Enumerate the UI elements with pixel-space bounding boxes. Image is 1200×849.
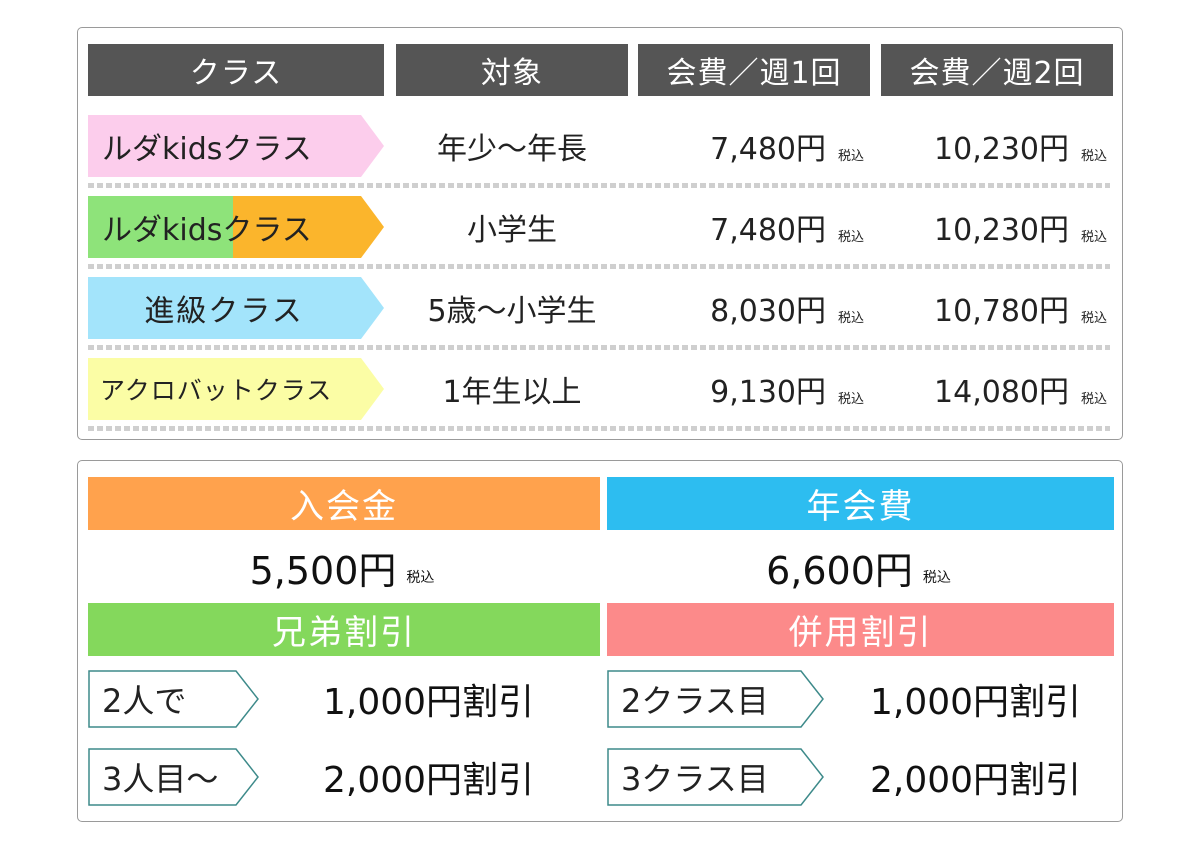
discount-condition: 2クラス目 xyxy=(621,682,769,720)
price-weekly2: 10,780円 xyxy=(934,294,1069,329)
table-row: アクロバットクラス 1年生以上 9,130円 税込 14,080円 税込 xyxy=(78,358,1122,420)
tag-shape xyxy=(607,748,824,806)
row-divider xyxy=(88,345,1110,350)
discount-tag: 2人で xyxy=(88,670,260,728)
price-weekly1-cell: 7,480円 税込 xyxy=(638,196,870,258)
tax-label: 税込 xyxy=(838,229,865,245)
discount-tag: 3人目〜 xyxy=(88,748,260,806)
discount-condition: 3クラス目 xyxy=(621,760,769,798)
fees-panel: 入会金 年会費 5,500円 税込 6,600円 税込 兄弟割引 併用割引 2人… xyxy=(77,460,1123,822)
tax-label: 税込 xyxy=(1081,391,1108,407)
discount-tag: 3クラス目 xyxy=(607,748,827,806)
discount-amount: 2,000円割引 xyxy=(323,760,535,801)
tax-label: 税込 xyxy=(1081,148,1108,164)
table-row: ルダkidsクラス 年少〜年長 7,480円 税込 10,230円 税込 xyxy=(78,115,1122,177)
header-weekly2: 会費／週2回 xyxy=(881,44,1113,96)
price-table: クラス 対象 会費／週1回 会費／週2回 ルダkidsクラス 年少〜年長 7,4… xyxy=(77,27,1123,440)
price-weekly1-cell: 9,130円 税込 xyxy=(638,358,870,420)
price-weekly2: 10,230円 xyxy=(934,213,1069,248)
row-divider xyxy=(88,426,1110,431)
price-weekly2: 10,230円 xyxy=(934,132,1069,167)
discount-tag: 2クラス目 xyxy=(607,670,827,728)
class-tag: ルダkidsクラス xyxy=(88,196,384,258)
price-weekly2-cell: 10,230円 税込 xyxy=(881,196,1113,258)
price-weekly1-cell: 7,480円 税込 xyxy=(638,115,870,177)
discount-amount: 1,000円割引 xyxy=(323,682,535,723)
row-divider xyxy=(88,264,1110,269)
class-tag: ルダkidsクラス xyxy=(88,115,384,177)
price-weekly2-cell: 10,780円 税込 xyxy=(881,277,1113,339)
annual-fee-amount: 6,600円 xyxy=(766,548,913,593)
tax-label: 税込 xyxy=(1081,229,1108,245)
discount-condition: 3人目〜 xyxy=(102,760,219,798)
discount-condition: 2人で xyxy=(102,682,187,720)
tax-label: 税込 xyxy=(1081,310,1108,326)
class-name: アクロバットクラス xyxy=(100,376,333,405)
table-row: 進級クラス 5歳〜小学生 8,030円 税込 10,780円 税込 xyxy=(78,277,1122,339)
tax-label: 税込 xyxy=(838,310,865,326)
price-weekly2-cell: 14,080円 税込 xyxy=(881,358,1113,420)
enrollment-fee-amount: 5,500円 xyxy=(249,548,397,593)
sibling-discount-header: 兄弟割引 xyxy=(88,603,600,656)
tag-shape xyxy=(88,748,259,806)
target-cell: 年少〜年長 xyxy=(437,132,587,167)
price-weekly1-cell: 8,030円 税込 xyxy=(638,277,870,339)
price-weekly1: 9,130円 xyxy=(710,375,826,410)
target-cell: 小学生 xyxy=(467,213,557,248)
class-name: ルダkidsクラス xyxy=(102,213,312,248)
header-weekly1: 会費／週1回 xyxy=(638,44,870,96)
discount-amount: 1,000円割引 xyxy=(870,682,1082,723)
class-tag: 進級クラス xyxy=(88,277,384,339)
tax-label: 税込 xyxy=(838,148,865,164)
class-name: ルダkidsクラス xyxy=(102,132,312,167)
annual-fee-header: 年会費 xyxy=(607,477,1114,530)
tax-label: 税込 xyxy=(406,570,435,586)
price-weekly2: 14,080円 xyxy=(934,375,1069,410)
target-cell: 1年生以上 xyxy=(442,375,582,410)
enrollment-fee-header: 入会金 xyxy=(88,477,600,530)
price-weekly1: 7,480円 xyxy=(710,132,826,167)
discount-amount: 2,000円割引 xyxy=(870,760,1082,801)
class-tag: アクロバットクラス xyxy=(88,358,384,420)
row-divider xyxy=(88,183,1110,188)
tax-label: 税込 xyxy=(922,570,951,586)
tag-shape xyxy=(607,670,824,728)
tax-label: 税込 xyxy=(838,391,865,407)
class-name: 進級クラス xyxy=(144,294,304,329)
annual-fee: 6,600円 税込 xyxy=(607,535,1114,599)
combined-discount-header: 併用割引 xyxy=(607,603,1114,656)
price-weekly1: 8,030円 xyxy=(710,294,826,329)
header-class: クラス xyxy=(88,44,384,96)
table-row: ルダkidsクラス 小学生 7,480円 税込 10,230円 税込 xyxy=(78,196,1122,258)
tag-shape xyxy=(88,670,259,728)
header-target: 対象 xyxy=(396,44,628,96)
enrollment-fee: 5,500円 税込 xyxy=(88,535,600,599)
price-weekly1: 7,480円 xyxy=(710,213,826,248)
price-weekly2-cell: 10,230円 税込 xyxy=(881,115,1113,177)
target-cell: 5歳〜小学生 xyxy=(427,294,597,329)
